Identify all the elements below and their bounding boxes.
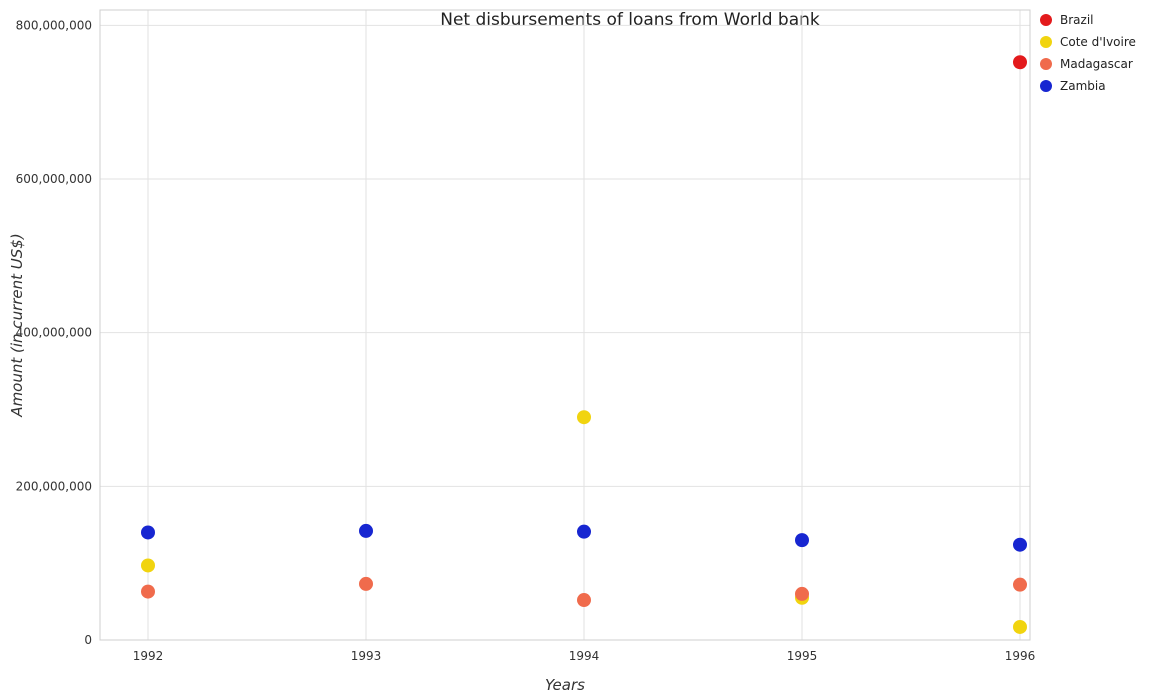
x-tick-labels: 1992 1993 1994 1995 1996 [133, 649, 1036, 663]
legend-label: Brazil [1060, 13, 1094, 27]
data-point-madagascar [141, 584, 155, 599]
data-point-cote-d-ivoire [141, 558, 155, 573]
data-point-zambia [1013, 537, 1027, 552]
y-tick-label: 400,000,000 [16, 326, 92, 340]
y-tick-label: 600,000,000 [16, 172, 92, 186]
data-points [141, 55, 1027, 634]
legend: Brazil Cote d'Ivoire Madagascar Zambia [1040, 13, 1136, 93]
plot-frame [99, 9, 1031, 641]
data-point-zambia [141, 525, 155, 540]
x-tick-label: 1994 [569, 649, 600, 663]
data-point-zambia [359, 523, 373, 538]
grid [100, 10, 1030, 641]
legend-marker [1040, 58, 1052, 70]
x-tick-label: 1992 [133, 649, 164, 663]
legend-label: Zambia [1060, 79, 1106, 93]
x-axis-label: Years [545, 676, 585, 694]
x-tick-label: 1996 [1005, 649, 1036, 663]
data-point-cote-d-ivoire [1013, 619, 1027, 634]
data-point-zambia [577, 524, 591, 539]
x-tick-label: 1993 [351, 649, 382, 663]
data-point-madagascar [795, 586, 809, 601]
y-tick-label: 0 [84, 633, 92, 647]
legend-marker [1040, 36, 1052, 48]
y-axis-label: Amount (in current US$) [8, 233, 26, 417]
legend-marker [1040, 14, 1052, 26]
legend-label: Madagascar [1060, 57, 1133, 71]
x-tick-label: 1995 [787, 649, 818, 663]
data-point-cote-d-ivoire [577, 410, 591, 425]
data-point-madagascar [359, 576, 373, 591]
data-point-madagascar [1013, 577, 1027, 592]
data-point-zambia [795, 533, 809, 548]
legend-label: Cote d'Ivoire [1060, 35, 1136, 49]
chart-title: Net disbursements of loans from World ba… [440, 10, 820, 30]
data-point-madagascar [577, 593, 591, 608]
y-tick-label: 200,000,000 [16, 479, 92, 493]
y-tick-labels: 0 200,000,000 400,000,000 600,000,000 800,00… [16, 18, 92, 647]
y-tick-label: 800,000,000 [16, 18, 92, 32]
data-point-brazil [1013, 55, 1027, 70]
legend-marker [1040, 80, 1052, 92]
